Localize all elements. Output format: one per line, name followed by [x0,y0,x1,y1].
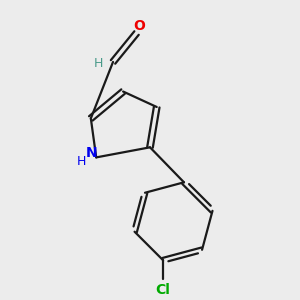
Text: N: N [86,146,97,161]
Text: O: O [133,19,145,33]
Text: H: H [94,57,103,70]
Text: H: H [77,155,86,168]
Text: Cl: Cl [156,283,170,297]
